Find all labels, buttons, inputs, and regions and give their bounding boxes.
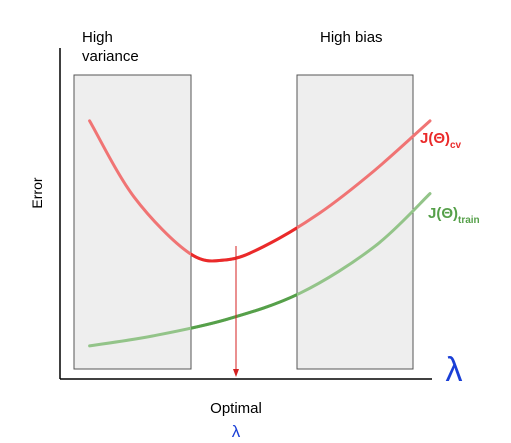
cv-curve-optimal-segment	[191, 225, 297, 263]
train-curve-optimal-segment	[191, 292, 297, 330]
x-axis-label: λ	[446, 351, 463, 389]
high-variance-label: High	[82, 29, 113, 46]
cv-curve-label: J(Θ)cv	[420, 130, 462, 151]
high-bias-label: High bias	[320, 29, 383, 46]
optimal-lambda-label: λ	[232, 422, 241, 441]
high-variance-region	[73, 74, 192, 370]
high-bias-region	[296, 74, 414, 370]
optimal-arrow-head	[233, 369, 239, 377]
y-axis-label: Error	[29, 177, 45, 208]
high-variance-label-line2: variance	[82, 48, 139, 65]
optimal-label: Optimal	[210, 400, 262, 417]
train-curve-label: J(Θ)train	[428, 205, 480, 226]
